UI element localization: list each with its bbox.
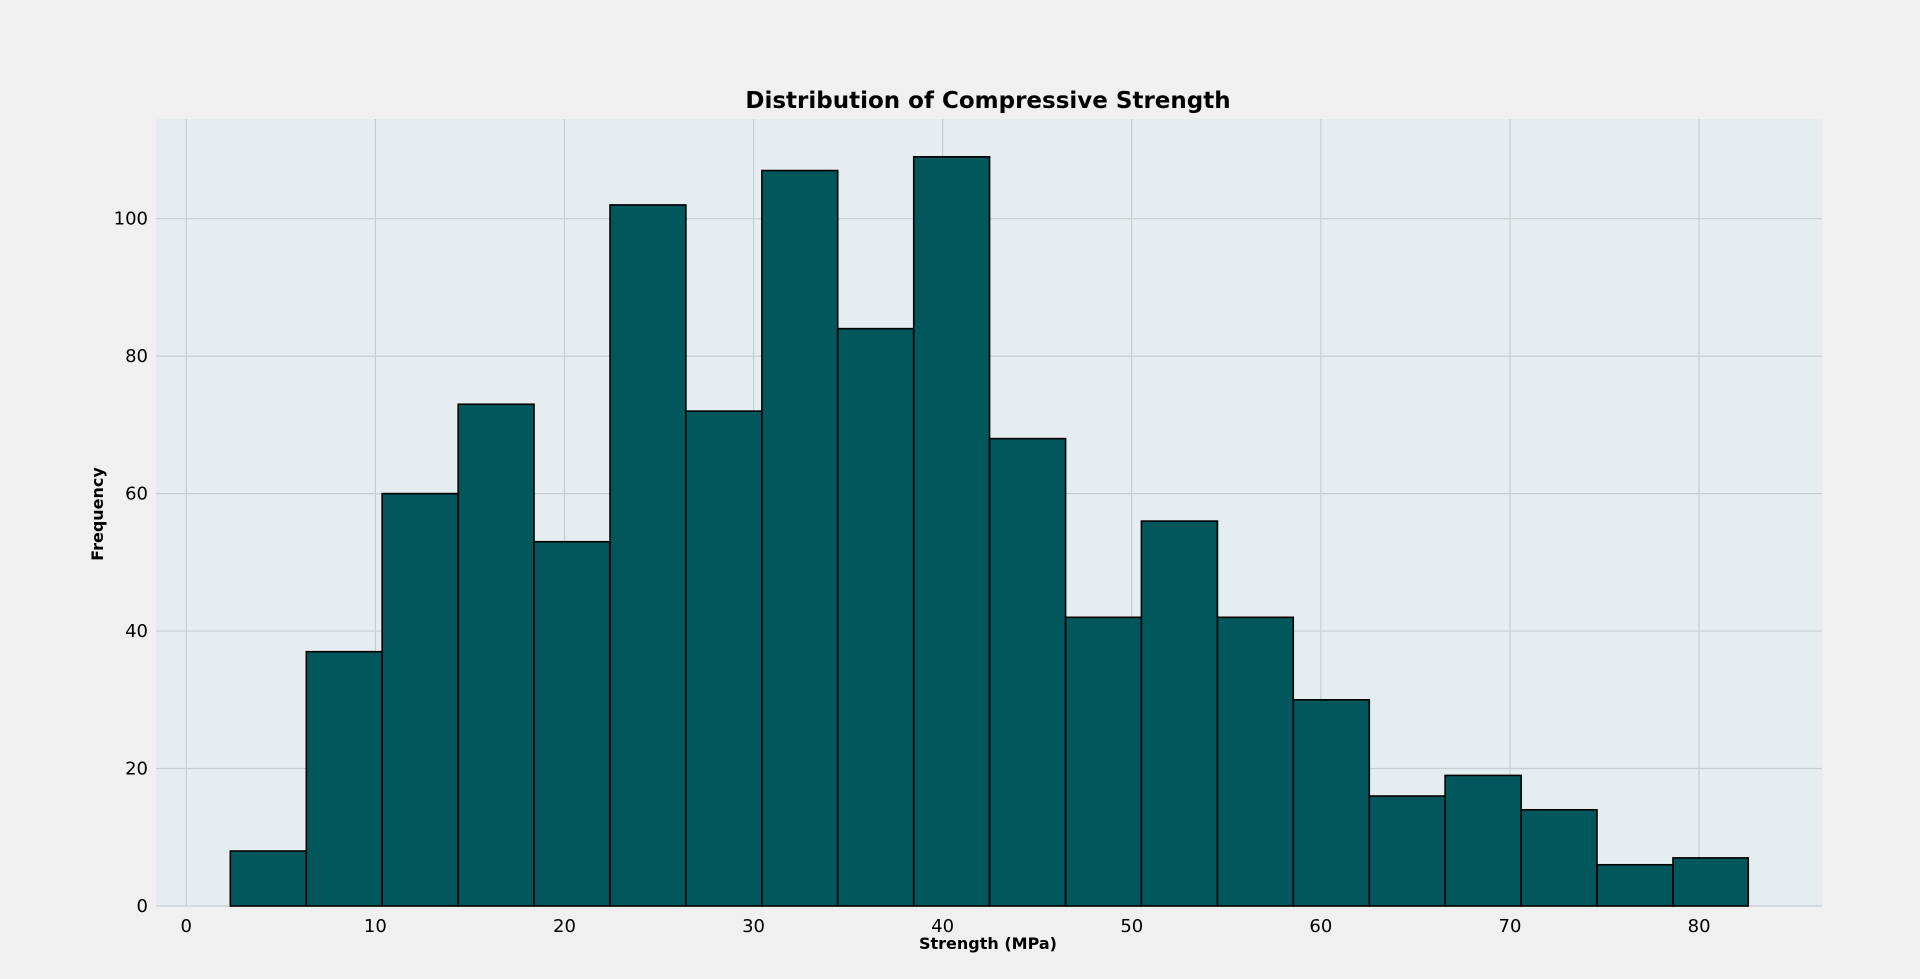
histogram-bar [609, 204, 687, 907]
y-axis-ticks: 0 20 40 60 80 100 [114, 209, 148, 917]
x-tick-label: 40 [931, 916, 954, 937]
histogram-bar [1672, 857, 1750, 907]
y-tick-label: 0 [137, 896, 148, 917]
histogram-bar [1216, 616, 1295, 907]
histogram-bars [229, 156, 1750, 907]
histogram-bar [457, 403, 535, 907]
histogram-bar [761, 169, 839, 907]
x-tick-label: 60 [1309, 916, 1332, 937]
chart-title: Distribution of Compressive Strength [745, 88, 1230, 114]
histogram-bar [1444, 774, 1522, 907]
y-tick-label: 60 [125, 484, 148, 505]
histogram-bar [1140, 520, 1219, 907]
y-tick-label: 80 [125, 346, 148, 367]
histogram-bar [305, 650, 383, 907]
x-tick-label: 70 [1499, 916, 1522, 937]
histogram-bar [836, 327, 915, 907]
x-tick-label: 10 [364, 916, 387, 937]
y-tick-label: 20 [125, 759, 148, 780]
histogram-bar [988, 437, 1067, 907]
histogram-bar [1520, 808, 1598, 907]
histogram-bar [229, 850, 308, 907]
histogram-bar [381, 492, 459, 907]
x-tick-label: 50 [1120, 916, 1143, 937]
histogram-bar [533, 540, 611, 907]
x-tick-label: 20 [553, 916, 576, 937]
histogram-bar [1064, 616, 1143, 907]
histogram-bar [1292, 698, 1371, 907]
histogram-bar [912, 156, 991, 907]
x-axis-label: Strength (MPa) [919, 934, 1057, 953]
y-tick-label: 40 [125, 621, 148, 642]
x-tick-label: 0 [181, 916, 192, 937]
histogram-bar [685, 410, 763, 907]
x-axis-ticks: 0 10 20 30 40 50 60 70 80 [181, 916, 1711, 937]
x-tick-label: 80 [1688, 916, 1711, 937]
histogram-bar [1368, 795, 1446, 907]
y-tick-label: 100 [114, 209, 148, 230]
x-tick-label: 30 [742, 916, 765, 937]
histogram-bar [1596, 863, 1674, 907]
y-axis-label: Frequency [88, 467, 107, 561]
